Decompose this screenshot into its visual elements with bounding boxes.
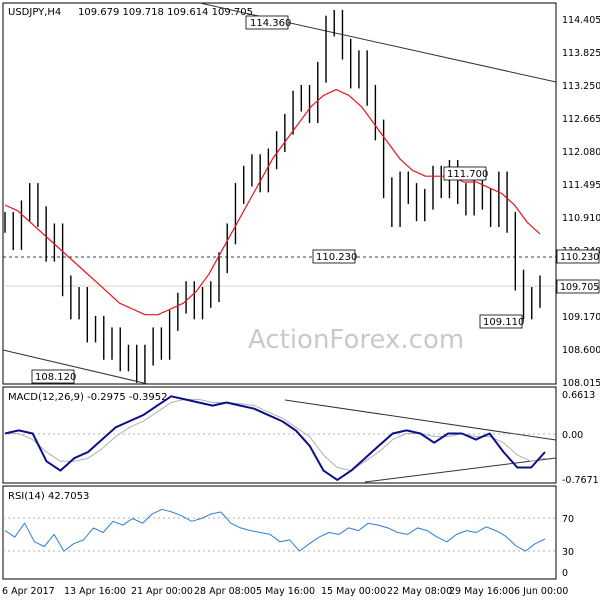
- macd-signal-line: [5, 398, 546, 472]
- ytick: 111.495: [562, 180, 600, 191]
- ytick: 109.170: [562, 312, 600, 323]
- svg-text:114.360: 114.360: [250, 18, 291, 29]
- ytick: 113.250: [562, 81, 600, 92]
- macd-line: [4, 395, 546, 481]
- ytick: 30: [562, 547, 574, 558]
- ytick: 113.825: [562, 48, 600, 59]
- macd-panel-frame: [2, 386, 557, 484]
- svg-text:110.230: 110.230: [316, 252, 357, 263]
- macd-title: MACD(12,26,9) -0.2975 -0.3952: [8, 392, 168, 403]
- macd-series: [4, 395, 546, 481]
- ytick: 108.015: [562, 378, 600, 389]
- moving-average-series: [4, 89, 541, 316]
- ytick: 108.600: [562, 345, 600, 356]
- price-series: [4, 9, 541, 383]
- xtick: 13 Apr 16:00: [64, 586, 126, 597]
- xtick: 28 Apr 08:00: [194, 586, 256, 597]
- rsi-series: [4, 508, 546, 552]
- last-price-tag: 109.705: [556, 279, 600, 294]
- time-axis: 6 Apr 2017 13 Apr 16:00 21 Apr 00:00 28 …: [2, 586, 568, 597]
- rsi-title: RSI(14) 42.7053: [8, 491, 89, 502]
- annotation-110-230: 110.230: [312, 249, 357, 264]
- annotation-108-120: 108.120: [31, 369, 76, 384]
- reference-level-tag: 110.230: [556, 249, 600, 264]
- xtick: 29 May 16:00: [449, 586, 514, 597]
- ytick: 0: [562, 568, 568, 579]
- xtick: 6 Jun 00:00: [514, 586, 568, 597]
- svg-text:109.110: 109.110: [483, 317, 524, 328]
- svg-text:109.705: 109.705: [560, 282, 599, 293]
- main-panel-frame: [2, 2, 557, 385]
- ytick: 114.405: [562, 15, 600, 26]
- watermark: ActionForex.com: [248, 325, 464, 355]
- macd-trendline-upper: [284, 399, 557, 441]
- svg-text:110.230: 110.230: [560, 252, 599, 263]
- ytick: 0.00: [562, 430, 583, 441]
- xtick: 6 Apr 2017: [2, 586, 55, 597]
- price-axis: 114.405 113.825 113.250 112.665 112.080 …: [562, 15, 600, 389]
- ohlc-readout: 109.679 109.718 109.614 109.705: [78, 7, 253, 18]
- annotation-109-110: 109.110: [479, 314, 524, 329]
- xtick: 5 May 16:00: [256, 586, 315, 597]
- chart-symbol: USDJPY,H4: [8, 7, 61, 18]
- lower-trendline: [2, 349, 149, 385]
- ytick: 112.080: [562, 147, 600, 158]
- rsi-line: [4, 508, 546, 552]
- annotation-111-700: 111.700: [443, 166, 488, 181]
- ytick: 70: [562, 514, 574, 525]
- svg-text:108.120: 108.120: [35, 372, 76, 383]
- macd-axis: 0.6613 0.00 -0.7671: [562, 390, 599, 486]
- rsi-axis: 70 30 0: [562, 514, 574, 579]
- svg-text:111.700: 111.700: [447, 169, 488, 180]
- xtick: 21 Apr 00:00: [131, 586, 193, 597]
- xtick: 15 May 00:00: [321, 586, 386, 597]
- xtick: 22 May 08:00: [387, 586, 452, 597]
- upper-trendline: [199, 2, 557, 83]
- rsi-panel-frame: [2, 485, 557, 580]
- ytick: 112.665: [562, 114, 600, 125]
- moving-average-line: [4, 89, 541, 316]
- macd-trendline-lower: [364, 457, 557, 483]
- annotation-114-360: 114.360: [245, 15, 291, 30]
- ytick: 110.910: [562, 213, 600, 224]
- ytick: -0.7671: [562, 475, 599, 486]
- ytick: 0.6613: [562, 390, 595, 401]
